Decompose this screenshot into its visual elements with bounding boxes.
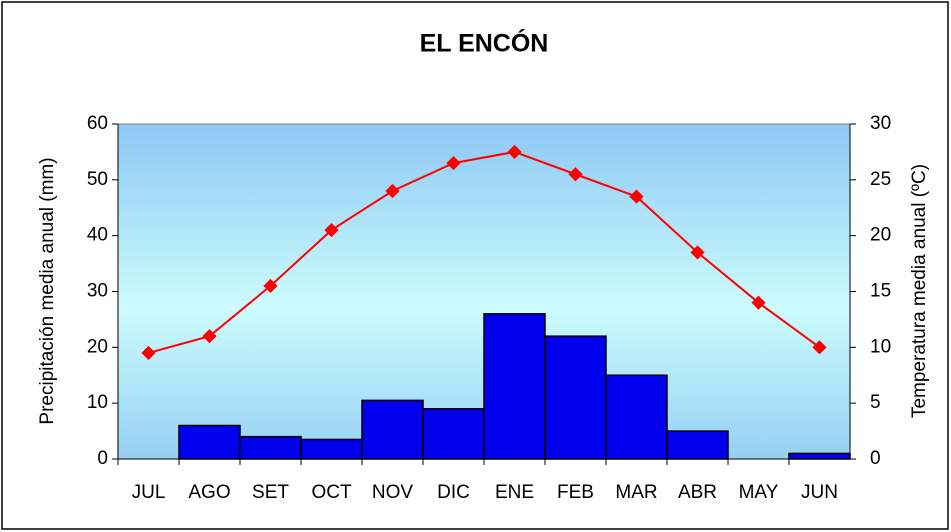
y2-axis-label: Temperatura media anual (ºC)	[909, 164, 930, 418]
marker	[446, 156, 461, 171]
y-tick-label: 50	[87, 169, 108, 190]
marker	[568, 167, 583, 182]
bar	[605, 374, 668, 460]
marker	[385, 183, 400, 199]
bar	[483, 313, 546, 460]
y-tick-label: 10	[87, 392, 108, 413]
x-tick-label: SET	[252, 482, 289, 503]
marker	[324, 223, 339, 238]
bar	[361, 399, 424, 460]
y-tick-label: 20	[87, 336, 108, 357]
marker	[629, 189, 644, 204]
x-tick-label: JUL	[132, 482, 166, 503]
bar	[422, 408, 485, 460]
y-tick-label: 40	[87, 225, 108, 246]
bar	[178, 424, 241, 460]
marker	[263, 278, 278, 293]
y-tick-label: 30	[87, 281, 108, 302]
marker	[507, 144, 522, 159]
y-axis-label: Precipitación media anual (mm)	[37, 157, 58, 424]
marker	[690, 245, 705, 260]
y-tick-label: 60	[87, 113, 108, 134]
y2-tick-label: 15	[870, 281, 891, 302]
marker	[202, 329, 217, 344]
x-tick-label: OCT	[311, 482, 352, 503]
y2-tick-label: 10	[870, 336, 891, 357]
x-tick-label: AGO	[188, 482, 230, 503]
bar	[666, 430, 729, 460]
bar	[788, 452, 851, 460]
y2-tick-label: 20	[870, 225, 891, 246]
x-tick-label: MAR	[615, 482, 657, 503]
y2-tick-label: 0	[870, 448, 881, 469]
bar	[544, 335, 607, 460]
x-tick-label: MAY	[739, 482, 779, 503]
x-tick-label: DIC	[437, 482, 470, 503]
bar	[239, 435, 302, 460]
x-tick-label: FEB	[557, 482, 594, 503]
bar	[300, 438, 363, 460]
y2-tick-label: 5	[870, 392, 881, 413]
chart-title: EL ENCÓN	[420, 28, 549, 58]
y-tick-label: 0	[97, 448, 108, 469]
x-tick-label: ABR	[678, 482, 717, 503]
line	[148, 150, 821, 354]
x-tick-label: ENE	[495, 482, 534, 503]
y2-tick-label: 25	[870, 169, 891, 190]
marker	[812, 340, 827, 355]
marker	[141, 345, 156, 360]
x-tick-label: NOV	[372, 482, 414, 503]
marker	[751, 295, 766, 310]
y2-tick-label: 30	[870, 113, 891, 134]
x-tick-label: JUN	[801, 482, 838, 503]
